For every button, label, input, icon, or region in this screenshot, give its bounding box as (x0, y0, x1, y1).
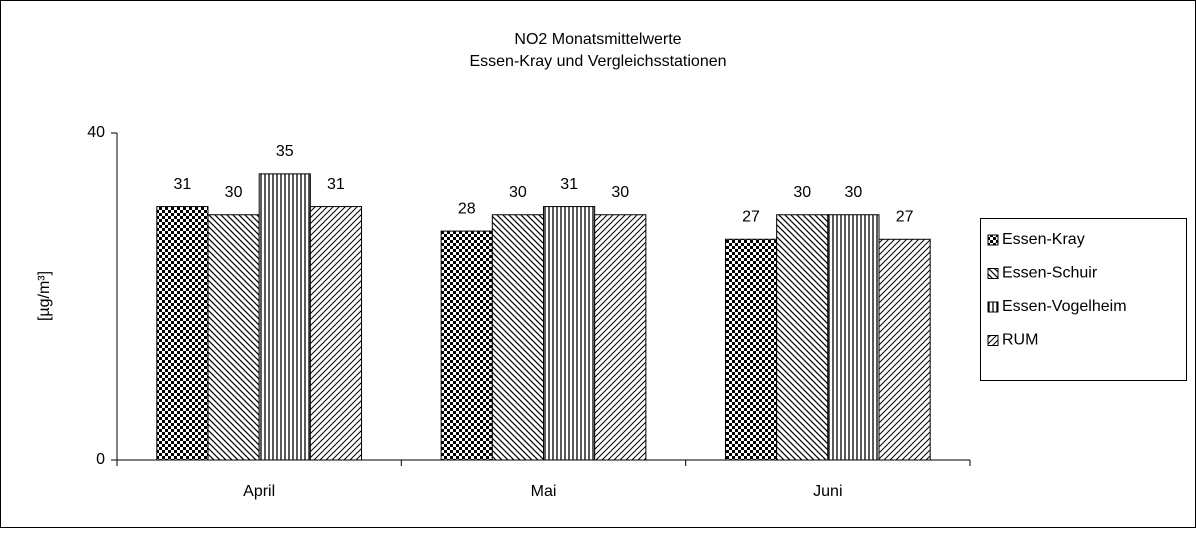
value-label: 27 (742, 208, 760, 225)
legend-label: RUM (1002, 332, 1038, 349)
value-label: 27 (896, 208, 914, 225)
value-label: 30 (611, 184, 629, 201)
value-label: 35 (276, 143, 294, 160)
legend (980, 218, 1187, 381)
value-label: 31 (327, 176, 345, 193)
value-label: 30 (845, 184, 863, 201)
bar (827, 214, 880, 461)
legend-swatch (987, 268, 999, 279)
bar (543, 206, 596, 461)
y-axis-label: [µg/m³] (36, 271, 53, 321)
bar (258, 173, 311, 461)
y-tick-label: 40 (87, 124, 105, 141)
value-label: 30 (793, 184, 811, 201)
x-tick-label: April (243, 483, 275, 500)
legend-swatch (987, 234, 999, 246)
y-tick-label: 0 (96, 451, 105, 468)
value-label: 28 (458, 200, 476, 217)
legend-swatch (987, 301, 999, 313)
x-tick-label: Mai (531, 483, 557, 500)
legend-swatch (987, 335, 999, 346)
bar (156, 206, 209, 461)
bar (440, 230, 493, 461)
legend-label: Essen-Kray (1002, 231, 1085, 248)
x-tick-label: Juni (813, 483, 842, 500)
chart-subtitle: Essen-Kray und Vergleichsstationen (469, 53, 726, 70)
value-label: 31 (560, 176, 578, 193)
bar (491, 214, 545, 461)
legend-label: Essen-Vogelheim (1002, 298, 1127, 315)
value-label: 31 (173, 176, 191, 193)
bar (878, 238, 931, 461)
value-label: 30 (225, 184, 243, 201)
value-label: 30 (509, 184, 527, 201)
bar (207, 214, 260, 461)
bar (776, 214, 829, 461)
bar (594, 214, 647, 461)
chart-title: NO2 Monatsmittelwerte (514, 31, 681, 48)
legend-label: Essen-Schuir (1002, 265, 1098, 282)
bar (724, 238, 778, 461)
bar (309, 206, 363, 461)
